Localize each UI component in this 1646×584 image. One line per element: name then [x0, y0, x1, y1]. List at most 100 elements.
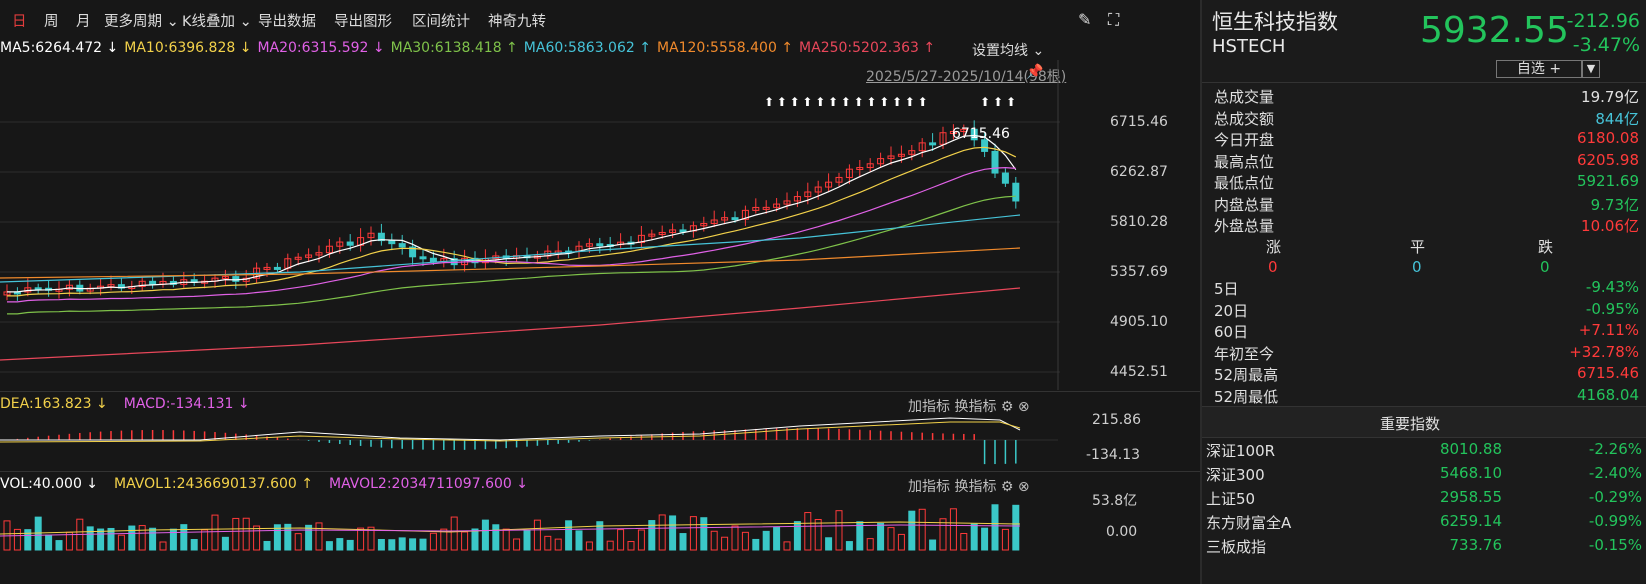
macd-chart[interactable]: [0, 410, 1060, 470]
gear-icon[interactable]: ⚙: [1000, 479, 1014, 495]
stat-row: 最高点位 6205.98: [1214, 151, 1639, 173]
candlestick-chart[interactable]: ⬆ ⬆ ⬆ ⬆ ⬆ ⬆ ⬆ ⬆ ⬆ ⬆ ⬆ ⬆ ⬆ ⬆ ⬆ ⬆: [0, 60, 1060, 390]
volume-bar: [107, 527, 115, 551]
stat-value: 844亿: [1595, 109, 1639, 128]
period-day-tab[interactable]: 日: [12, 14, 27, 30]
volume-legend-item: MAVOL2:2034711097.600 ↓: [329, 476, 528, 492]
volume-bar: [86, 526, 94, 551]
ma5-line: [7, 134, 1017, 293]
switch-indicator-button[interactable]: 换指标: [954, 399, 997, 415]
volume-bar: [409, 538, 417, 551]
candle-body: [856, 167, 864, 171]
index-row-name: 东方财富全A: [1206, 514, 1292, 532]
fullscreen-icon[interactable]: ⛶: [1108, 10, 1120, 29]
close-icon[interactable]: ⊗: [1017, 479, 1030, 495]
breadth-down-label: 跌: [1538, 238, 1554, 256]
volume-bar: [190, 539, 198, 551]
index-row[interactable]: 三板成指 733.76 -0.15%: [1202, 536, 1646, 560]
volume-bar: [13, 528, 21, 551]
return-label: 年初至今: [1214, 344, 1275, 363]
breadth-flat-label: 平: [1410, 238, 1426, 256]
add-indicator-button[interactable]: 加指标: [908, 479, 950, 495]
volume-legend: VOL:40.000 ↓ MAVOL1:2436690137.600 ↑ MAVOL…: [0, 476, 544, 496]
y-tick-label: 4452.51: [1110, 364, 1168, 380]
export-chart-button[interactable]: 导出图形: [334, 14, 392, 30]
return-label: 52周最高: [1214, 366, 1279, 384]
gear-icon[interactable]: ⚙: [1000, 399, 1014, 415]
volume-bar: [24, 529, 32, 551]
chevron-down-icon[interactable]: ▼: [1582, 60, 1600, 78]
draw-pen-icon[interactable]: ✎: [1078, 10, 1092, 29]
volume-tools: 加指标 换指标 ⚙ ⊗: [908, 476, 1030, 496]
close-icon[interactable]: ⊗: [1017, 399, 1030, 415]
magic-nine-marker: ⬆: [790, 95, 800, 109]
date-range-label[interactable]: 2025/5/27-2025/10/14(98根): [866, 69, 1067, 85]
volume-bar: [253, 525, 261, 551]
volume-bar: [159, 541, 167, 551]
volume-bar: [887, 527, 895, 551]
candle-body: [970, 128, 978, 141]
volume-bar: [783, 541, 791, 551]
switch-indicator-button[interactable]: 换指标: [954, 479, 997, 495]
more-periods-dropdown[interactable]: 更多周期 ⌄: [104, 10, 179, 31]
ma-settings-button[interactable]: 设置均线 ⌄: [972, 40, 1044, 60]
volume-bar: [1001, 528, 1009, 551]
volume-bar: [45, 534, 53, 551]
candle-body: [877, 158, 885, 165]
index-row[interactable]: 深证300 5468.10 -2.40%: [1202, 464, 1646, 488]
y-tick-label: 4905.10: [1110, 314, 1168, 330]
candle-body: [721, 217, 729, 221]
magic-nine-button[interactable]: 神奇九转: [488, 14, 546, 30]
indices-header: 重要指数: [1202, 406, 1646, 438]
index-row[interactable]: 上证50 2958.55 -0.29%: [1202, 488, 1646, 512]
index-row[interactable]: 深证100R 8010.88 -2.26%: [1202, 440, 1646, 464]
pin-icon[interactable]: 📌: [1026, 64, 1044, 80]
period-month-tab[interactable]: 月: [76, 14, 91, 30]
volume-bar: [679, 533, 687, 551]
volume-bar: [97, 528, 105, 551]
volume-bar: [533, 519, 541, 551]
return-value: +7.11%: [1578, 321, 1639, 339]
volume-chart[interactable]: [0, 494, 1060, 552]
candle-body: [273, 266, 281, 270]
magic-nine-marker: ⬆: [854, 95, 864, 109]
magic-nine-marker: ⬆: [828, 95, 838, 109]
volume-bar: [773, 526, 781, 551]
divider: [1202, 82, 1646, 83]
volume-bar: [232, 517, 240, 551]
stat-row: 外盘总量 10.06亿: [1214, 215, 1639, 237]
dea-line: [0, 421, 1021, 443]
kline-overlay-dropdown[interactable]: K线叠加 ⌄: [182, 10, 252, 31]
volume-bar: [357, 527, 365, 551]
add-indicator-button[interactable]: 加指标: [908, 399, 950, 415]
stat-row: 总成交额 844亿: [1214, 108, 1639, 130]
volume-legend-item: MAVOL1:2436690137.600 ↑: [114, 476, 314, 492]
volume-bar: [273, 524, 281, 551]
candle-body: [419, 256, 427, 260]
volume-bar: [897, 533, 905, 551]
ma-legend: MA5:6264.472 ↓ MA10:6396.828 ↓ MA20:6315.5…: [0, 40, 941, 60]
index-row-name: 深证300: [1206, 466, 1265, 484]
range-stats-button[interactable]: 区间统计: [412, 14, 470, 30]
index-row-price: 5468.10: [1439, 464, 1502, 482]
magic-nine-marker: ⬆: [980, 95, 990, 109]
price-change: -212.96: [1566, 10, 1640, 32]
chart-area[interactable]: 日 周 月 更多周期 ⌄ K线叠加 ⌄ 导出数据 导出图形 区间统计 神奇九转 …: [0, 0, 1200, 584]
volume-bar: [793, 521, 801, 551]
stat-label: 外盘总量: [1214, 217, 1275, 235]
volume-bar: [877, 522, 885, 551]
period-week-tab[interactable]: 周: [44, 14, 59, 30]
volume-bar: [294, 533, 302, 551]
index-row[interactable]: 东方财富全A 6259.14 -0.99%: [1202, 512, 1646, 536]
export-data-button[interactable]: 导出数据: [258, 14, 316, 30]
volume-bar: [450, 516, 458, 551]
volume-bar: [825, 537, 833, 551]
y-tick-label: 6262.87: [1110, 164, 1168, 180]
return-row: 5日 -9.43%: [1214, 278, 1639, 300]
candle-body: [731, 217, 739, 221]
candle-body: [960, 128, 968, 133]
volume-bar: [471, 528, 479, 551]
magic-nine-marker: ⬆: [841, 95, 851, 109]
watchlist-button[interactable]: 自选 +: [1496, 60, 1582, 78]
y-tick-label: 5357.69: [1110, 264, 1168, 280]
